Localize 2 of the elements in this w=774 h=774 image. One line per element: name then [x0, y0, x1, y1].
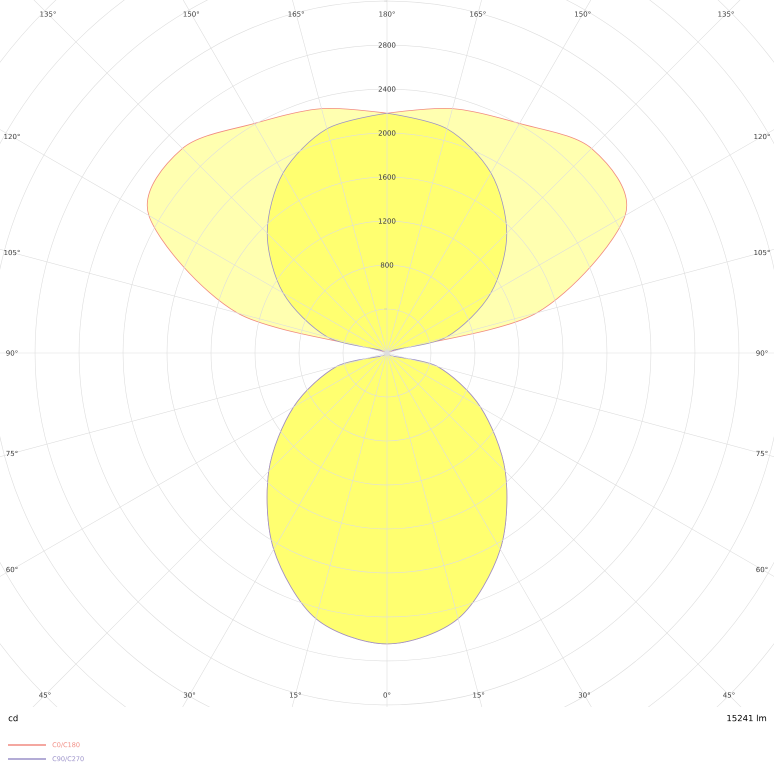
- text: cd: [8, 714, 18, 722]
- text: 15241 lm: [727, 714, 766, 722]
